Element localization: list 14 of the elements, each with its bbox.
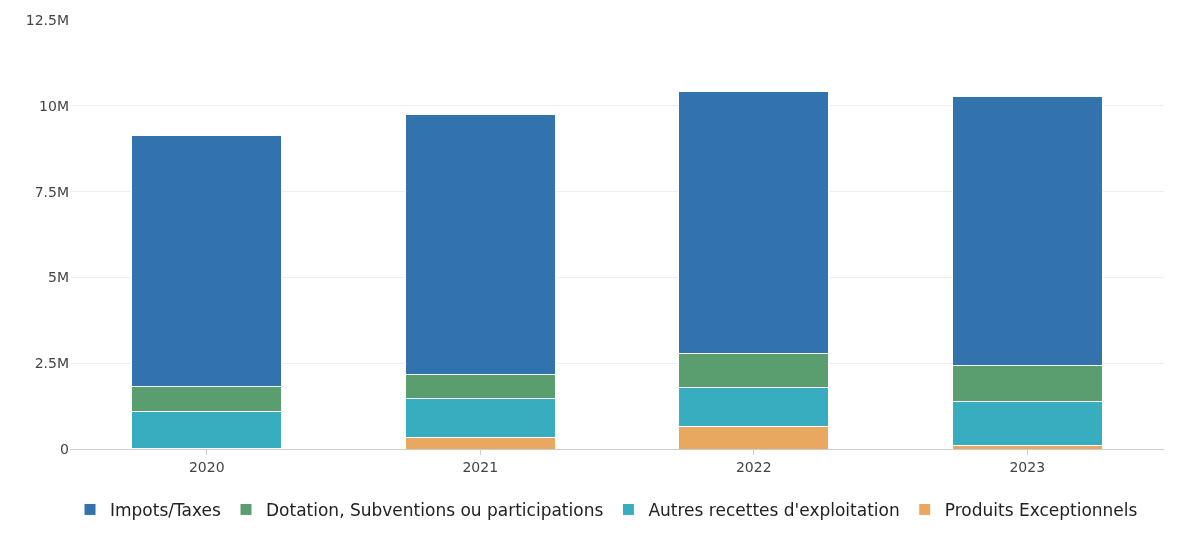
x-tick-label: 2022 [735,458,772,475]
y-tick-label: 0 [60,440,69,457]
legend-label: Impots/Taxes [110,500,221,521]
y-tick-label: 10M [39,97,69,114]
legend-label: Dotation, Subventions ou participations [266,500,604,521]
x-tick-label: 2021 [462,458,499,475]
y-tick-label: 7.5M [34,183,69,200]
y-tick-label: 5M [48,269,69,286]
legend-label: Autres recettes d'exploitation [648,500,900,521]
legend-label: Produits Exceptionnels [944,500,1138,521]
x-tick-label: 2020 [188,458,225,475]
y-tick-label: 12.5M [25,11,69,28]
y-tick-label: 2.5M [34,355,69,372]
x-tick-label: 2023 [1009,458,1046,475]
